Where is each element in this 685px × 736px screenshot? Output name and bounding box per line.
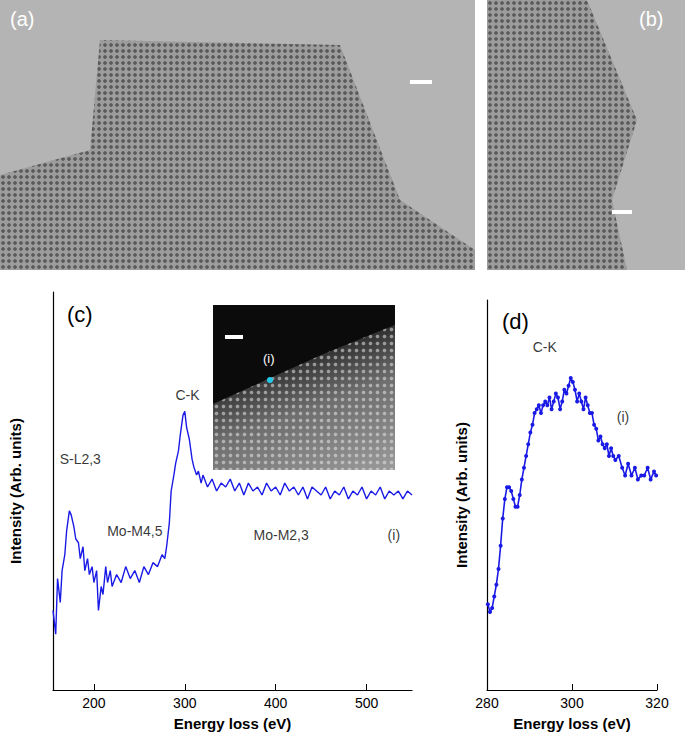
html-text:(i): (i) xyxy=(263,351,275,366)
svg-text:C-K: C-K xyxy=(175,387,200,403)
svg-text:200: 200 xyxy=(82,695,106,711)
svg-text:Energy loss (eV): Energy loss (eV) xyxy=(513,715,631,732)
svg-text:300: 300 xyxy=(173,695,197,711)
svg-text:C-K: C-K xyxy=(533,339,558,355)
svg-text:Mo-M2,3: Mo-M2,3 xyxy=(254,527,309,543)
svg-text:Energy loss (eV): Energy loss (eV) xyxy=(174,715,292,732)
svg-text:(c): (c) xyxy=(67,302,93,327)
svg-text:300: 300 xyxy=(560,695,584,711)
svg-text:Mo-M4,5: Mo-M4,5 xyxy=(107,523,162,539)
svg-text:500: 500 xyxy=(355,695,379,711)
svg-text:400: 400 xyxy=(264,695,288,711)
svg-text:Intensity (Arb. units): Intensity (Arb. units) xyxy=(7,418,24,564)
svg-text:280: 280 xyxy=(475,695,499,711)
svg-text:(i): (i) xyxy=(617,409,629,425)
svg-text:(i): (i) xyxy=(388,527,400,543)
svg-text:(d): (d) xyxy=(502,309,529,334)
svg-text:Intensity (Arb. units): Intensity (Arb. units) xyxy=(453,422,470,568)
svg-text:S-L2,3: S-L2,3 xyxy=(60,451,101,467)
svg-text:320: 320 xyxy=(645,695,669,711)
html-text:(a): (a) xyxy=(10,8,35,30)
html-text:(b): (b) xyxy=(639,8,664,30)
